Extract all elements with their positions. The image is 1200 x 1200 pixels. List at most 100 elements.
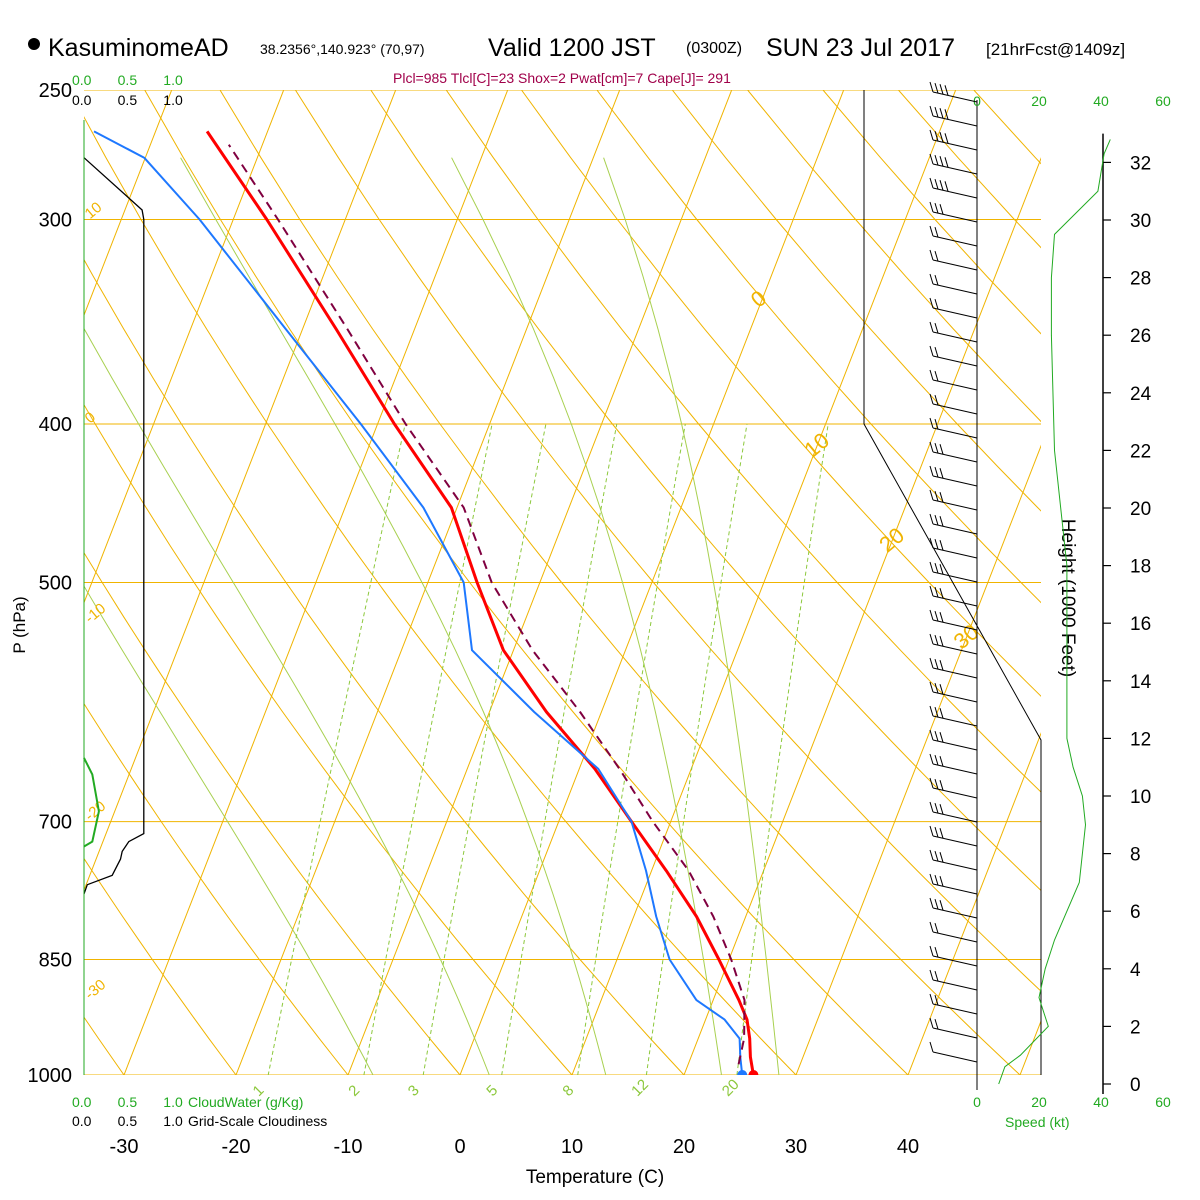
wind-barb-flag bbox=[929, 225, 934, 237]
wind-barb-flag bbox=[934, 610, 939, 622]
isotherm-10 bbox=[571, 90, 957, 1075]
wind-barb-flag bbox=[929, 321, 934, 333]
wind-barb-flag bbox=[934, 514, 939, 526]
wind-barb-flag bbox=[934, 754, 939, 766]
height-tick-label: 12 bbox=[1130, 729, 1151, 750]
series-parcel bbox=[227, 144, 746, 1065]
wind-barb-flag bbox=[934, 562, 939, 574]
wind-barb-flag bbox=[939, 132, 944, 143]
surface-temperature-point bbox=[748, 1070, 759, 1075]
station-name: KasuminomeAD bbox=[48, 34, 229, 62]
wind-barb-flag bbox=[934, 274, 939, 286]
mixing-ratio-line bbox=[363, 423, 493, 1075]
wind-barb-flag bbox=[929, 489, 934, 501]
dry-adiabat bbox=[294, 90, 1041, 992]
wind-barb bbox=[932, 571, 978, 583]
wind-barb-flag bbox=[929, 705, 934, 717]
wind-barb-flag bbox=[929, 801, 934, 813]
cloudiness-legend: Grid-Scale Cloudiness bbox=[188, 1113, 327, 1129]
mixing-ratio-line bbox=[577, 423, 686, 1075]
wind-barb-flag bbox=[939, 204, 944, 215]
wind-barb-flag bbox=[934, 778, 939, 790]
wind-barb bbox=[932, 595, 978, 607]
wind-barb-flag bbox=[934, 946, 939, 958]
cloudwater-profile bbox=[83, 757, 100, 848]
speed-tick-top: 20 bbox=[1031, 93, 1047, 109]
temperature-tick: 20 bbox=[673, 1136, 695, 1158]
cloudiness-tick-bottom: 1.0 bbox=[163, 1113, 183, 1129]
isotherm-label: 0 bbox=[746, 285, 771, 312]
wind-barb bbox=[932, 211, 978, 223]
wind-barb-flag bbox=[934, 322, 939, 334]
wind-barb bbox=[932, 643, 978, 655]
wind-barb-flag bbox=[944, 109, 949, 120]
skew-t-grid bbox=[0, 0, 1041, 1075]
pressure-label: 1000 bbox=[28, 1065, 73, 1087]
wind-barb bbox=[932, 835, 978, 847]
cloudiness-tick-bottom: 0.0 bbox=[72, 1113, 92, 1129]
wind-barb-flag bbox=[939, 900, 944, 911]
wind-barb-flag bbox=[939, 492, 944, 503]
dry-adiabat bbox=[84, 857, 237, 1075]
height-tick-label: 0 bbox=[1130, 1075, 1141, 1096]
wind-barb bbox=[932, 883, 978, 895]
wind-barb-flag bbox=[944, 85, 949, 96]
wind-barb-flag bbox=[934, 370, 939, 382]
moist-adiabat bbox=[84, 327, 490, 1075]
wind-barb-flag bbox=[929, 681, 934, 693]
height-tick-label: 18 bbox=[1130, 557, 1151, 578]
height-tick-label: 28 bbox=[1130, 269, 1151, 290]
wind-barb-flag bbox=[929, 537, 934, 549]
wind-barb bbox=[932, 307, 978, 319]
wind-speed-legend: Speed (kt) bbox=[1005, 1114, 1070, 1130]
wind-barb-flag bbox=[929, 561, 934, 573]
moist-adiabat bbox=[451, 157, 723, 1075]
cloudwater-tick-bottom: 1.0 bbox=[163, 1094, 183, 1110]
cloudwater-tick-bottom: 0.0 bbox=[72, 1094, 92, 1110]
wind-barb-flag bbox=[929, 969, 934, 981]
wind-barb bbox=[932, 1003, 978, 1015]
dry-adiabat bbox=[84, 1016, 125, 1075]
wind-barb bbox=[932, 475, 978, 487]
wind-barb-flag bbox=[934, 442, 939, 454]
wind-barb-flag bbox=[939, 468, 944, 479]
surface-dewpoint-point bbox=[737, 1070, 748, 1075]
temperature-tick: 40 bbox=[897, 1136, 919, 1158]
wind-barb-flag bbox=[929, 777, 934, 789]
wind-barb-flag bbox=[929, 921, 934, 933]
cloudiness-tick-bottom: 0.5 bbox=[118, 1113, 138, 1129]
wind-barb-flag bbox=[939, 516, 944, 527]
height-tick-label: 22 bbox=[1130, 441, 1151, 462]
forecast-info: [21hrFcst@1409z] bbox=[986, 40, 1126, 59]
speed-tick-top: 60 bbox=[1155, 93, 1171, 109]
wind-barb bbox=[932, 787, 978, 799]
wind-barb-flag bbox=[929, 81, 934, 93]
height-tick-label: 10 bbox=[1130, 787, 1151, 808]
isotherm-label: -20 bbox=[82, 798, 110, 825]
height-tick-label: 32 bbox=[1130, 153, 1151, 174]
y-axis-title: P (hPa) bbox=[10, 596, 29, 653]
wind-barb-flag bbox=[934, 706, 939, 718]
wind-barb-flag bbox=[939, 156, 944, 167]
wind-barb-flag bbox=[929, 753, 934, 765]
pressure-label: 700 bbox=[39, 812, 72, 834]
height-tick-label: 6 bbox=[1130, 902, 1141, 923]
wind-barb-flag bbox=[939, 852, 944, 863]
pressure-label: 300 bbox=[39, 210, 72, 232]
wind-barb bbox=[932, 91, 978, 103]
wind-barb-flag bbox=[929, 633, 934, 645]
pressure-label: 400 bbox=[39, 414, 72, 436]
wind-barb bbox=[932, 715, 978, 727]
wind-barb bbox=[932, 379, 978, 391]
wind-barb-flag bbox=[929, 585, 934, 597]
wind-barb bbox=[932, 499, 978, 511]
isotherm-label: 10 bbox=[799, 428, 834, 463]
isotherm--70 bbox=[0, 0, 121, 1075]
wind-barb bbox=[932, 427, 978, 439]
cloudwater-tick-top: 0.0 bbox=[72, 72, 92, 88]
temperature-tick: 30 bbox=[785, 1136, 807, 1158]
wind-barb-flag bbox=[939, 180, 944, 191]
